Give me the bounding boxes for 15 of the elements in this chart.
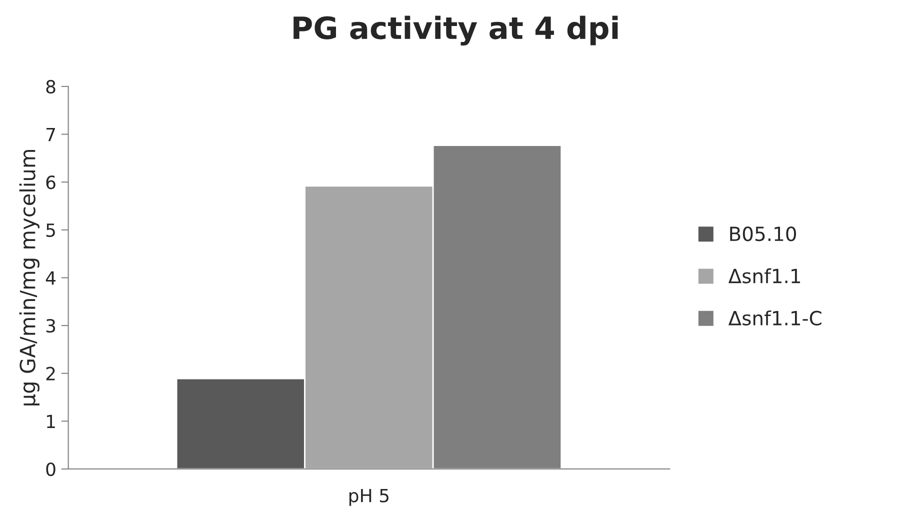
x-tick-label: pH 5 [349, 488, 389, 506]
legend-label: B05.10 [730, 226, 796, 242]
y-tick-label: 3 [46, 318, 56, 333]
y-tick-label: 5 [46, 224, 55, 238]
chart-title: PG activity at 4 dpi [294, 16, 618, 46]
y-tick-label: 4 [46, 271, 56, 285]
legend-label: Δsnf1.1 [728, 268, 800, 284]
y-tick-label: 2 [46, 366, 55, 380]
y-tick-label: 1 [47, 414, 55, 428]
y-tick-label: 6 [46, 176, 56, 190]
y-tick-label: 8 [46, 80, 56, 94]
y-axis-title: µg GA/min/mg mycelium [19, 150, 40, 406]
y-tick-label: 0 [46, 462, 56, 476]
y-tick-label: 7 [46, 128, 55, 142]
legend-label: Δsnf1.1-C [728, 310, 822, 326]
